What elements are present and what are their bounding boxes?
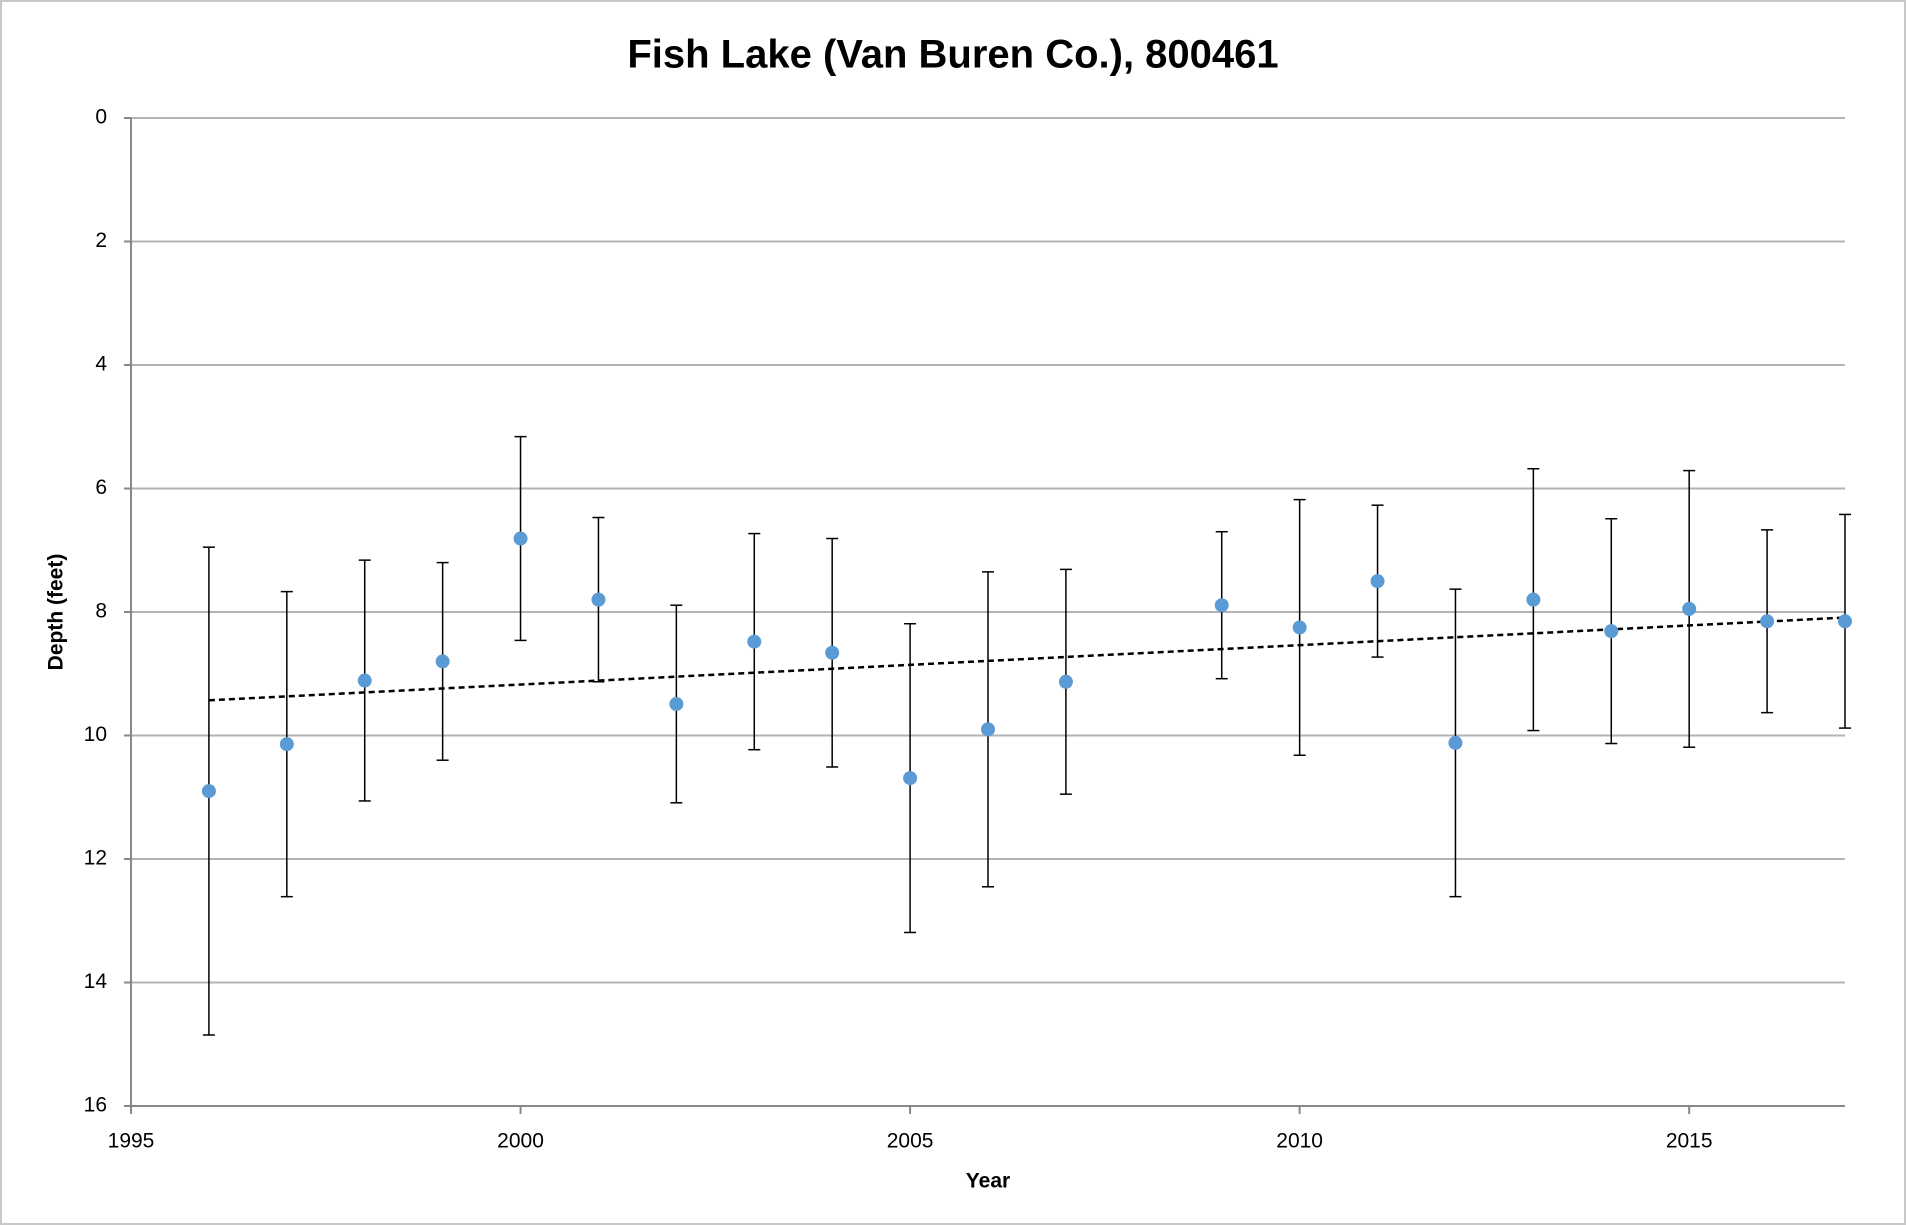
data-point xyxy=(279,737,294,752)
y-tick-label: 0 xyxy=(95,106,107,129)
y-axis-title: Depth (feet) xyxy=(45,554,68,671)
trend-line xyxy=(208,616,1846,702)
data-point xyxy=(1370,574,1385,589)
data-point xyxy=(513,531,528,546)
data-point xyxy=(1448,735,1463,750)
data-point xyxy=(1058,674,1073,689)
x-tick-label: 2015 xyxy=(1666,1130,1713,1153)
data-point xyxy=(1292,620,1307,635)
data-point xyxy=(1682,601,1697,616)
chart-title: Fish Lake (Van Buren Co.), 800461 xyxy=(627,33,1278,77)
data-point xyxy=(435,654,450,669)
data-point xyxy=(357,673,372,688)
data-point xyxy=(981,722,995,737)
y-tick-label: 8 xyxy=(95,600,107,623)
data-point xyxy=(1214,598,1229,613)
data-point xyxy=(1604,624,1619,639)
data-point xyxy=(1838,614,1852,629)
data-point xyxy=(747,634,762,649)
data-point xyxy=(1760,614,1775,629)
y-tick-label: 10 xyxy=(84,723,107,746)
x-tick-label: 2010 xyxy=(1276,1130,1323,1153)
y-tick-label: 12 xyxy=(84,847,107,870)
y-tick-label: 6 xyxy=(95,476,107,499)
data-point xyxy=(591,592,606,607)
data-point xyxy=(825,645,840,660)
y-tick-label: 4 xyxy=(95,353,107,376)
y-tick-label: 2 xyxy=(95,229,107,252)
data-point xyxy=(903,771,918,786)
data-point xyxy=(201,784,216,799)
data-point xyxy=(1526,592,1541,607)
x-tick-label: 2000 xyxy=(497,1130,544,1153)
x-axis-title: Year xyxy=(966,1170,1010,1193)
x-tick-label: 1995 xyxy=(108,1130,155,1153)
x-tick-label: 2005 xyxy=(887,1130,934,1153)
y-tick-label: 14 xyxy=(84,970,108,993)
y-tick-label: 16 xyxy=(84,1094,107,1117)
data-point xyxy=(669,697,684,712)
